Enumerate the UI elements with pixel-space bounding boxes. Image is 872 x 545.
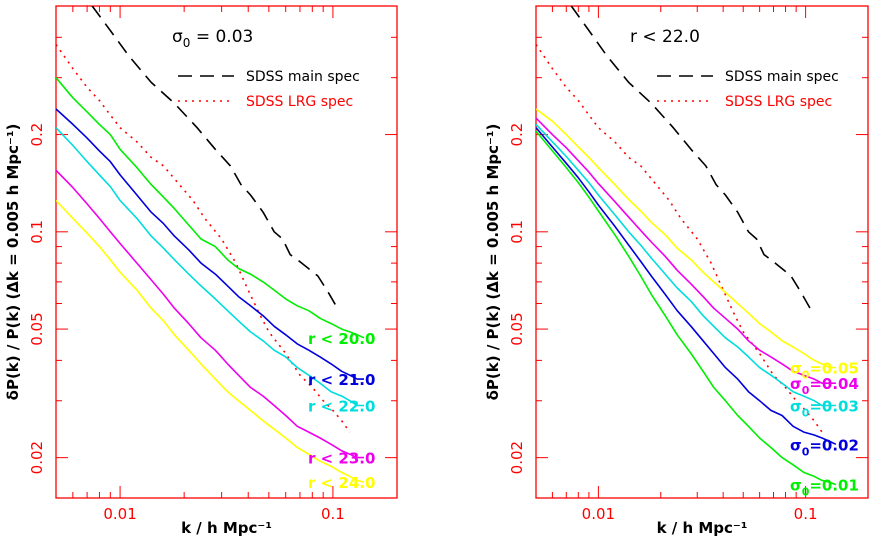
- series-line-7: [56, 199, 365, 483]
- series-line-6: [56, 169, 364, 459]
- series-line-2: [56, 44, 351, 433]
- series-label: σ0=0.02: [790, 436, 859, 458]
- series-label: σ0=0.03: [790, 398, 859, 420]
- series-label: σ0=0.01: [790, 477, 859, 499]
- panel-annotation: r < 22.0: [630, 27, 700, 47]
- panel-annotation: σ0 = 0.03: [172, 27, 253, 50]
- series-label: r < 23.0: [308, 450, 375, 468]
- series-line-4: [536, 117, 836, 385]
- series-line-1: [91, 6, 339, 309]
- series-label-symbol: σ: [790, 436, 802, 454]
- annotation-symbol: σ: [172, 27, 183, 47]
- series-line-5: [536, 123, 836, 407]
- series-label-subscript: 0: [802, 407, 810, 420]
- series-label-value: =0.01: [809, 477, 859, 495]
- series-line-6: [536, 127, 837, 446]
- x-axis-title: k / h Mpc⁻¹: [181, 519, 272, 537]
- y-tick-label: 0.05: [508, 312, 526, 345]
- series-label: r < 20.0: [308, 330, 375, 348]
- series-line-5: [56, 127, 364, 407]
- series-label-symbol: σ: [790, 375, 802, 393]
- plot-panel-2: 0.01 0.1 0.02 0.05 0.1 0.2 k / h Mpc⁻¹ δP(k) / …: [484, 5, 869, 537]
- series-line-1: [570, 6, 811, 309]
- series-label: σ0=0.05: [790, 360, 859, 382]
- series-label-value: =0.02: [809, 436, 859, 454]
- y-axis-title: δP(k) / P(k) (Δk = 0.005 h Mpc⁻¹): [484, 124, 502, 401]
- series-label-subscript: 0: [802, 384, 810, 397]
- x-tick-label: 0.01: [582, 505, 615, 523]
- series-label-value: =0.03: [809, 398, 859, 416]
- series-label-value: =0.05: [809, 360, 859, 378]
- series-label-subscript: 0: [802, 445, 810, 458]
- series-label: r < 21.0: [308, 371, 375, 389]
- x-tick-label: 0.01: [103, 505, 136, 523]
- series-label-symbol: σ: [790, 360, 802, 378]
- series-label-subscript: 0: [802, 486, 810, 499]
- x-axis-title: k / h Mpc⁻¹: [657, 519, 748, 537]
- series-label-symbol: σ: [790, 477, 802, 495]
- plot-frame: [535, 5, 869, 499]
- series-label: r < 22.0: [308, 398, 375, 416]
- series-label-symbol: σ: [790, 398, 802, 416]
- y-tick-label: 0.05: [28, 312, 46, 345]
- curves: [536, 6, 837, 486]
- legend-label: SDSS main spec: [725, 69, 839, 85]
- series-label-value: =0.04: [809, 375, 859, 393]
- series-line-7: [536, 130, 837, 486]
- series-line-4: [56, 108, 364, 380]
- y-tick-label: 0.1: [28, 220, 46, 244]
- legend-label: SDSS LRG spec: [246, 94, 353, 110]
- y-tick-label: 0.02: [28, 441, 46, 474]
- legend-label: SDSS main spec: [246, 69, 360, 85]
- y-tick-label: 0.1: [508, 220, 526, 244]
- series-label: r < 24.0: [308, 474, 375, 492]
- series-line-3: [536, 108, 836, 369]
- plot-frame: [55, 5, 398, 499]
- x-tick-label: 0.1: [321, 505, 345, 523]
- annotation-subscript: 0: [183, 36, 191, 50]
- x-tick-label: 0.1: [794, 505, 818, 523]
- y-tick-label: 0.2: [508, 123, 526, 147]
- y-axis-title: δP(k) / P(k) (Δk = 0.005 h Mpc⁻¹): [4, 124, 22, 401]
- series-label: σ0=0.04: [790, 375, 859, 397]
- y-tick-label: 0.02: [508, 441, 526, 474]
- series-line-2: [536, 44, 823, 433]
- annotation-value: = 0.03: [190, 27, 253, 47]
- annotation-value: r < 22.0: [630, 27, 700, 47]
- series-label-subscript: 0: [802, 369, 810, 382]
- series-line-3: [56, 77, 365, 339]
- plot-panel-1: 0.01 0.1 0.02 0.05 0.1 0.2 k / h Mpc⁻¹ δP(k) / …: [4, 5, 398, 537]
- y-tick-label: 0.2: [28, 123, 46, 147]
- legend-label: SDSS LRG spec: [725, 94, 832, 110]
- curves: [56, 6, 365, 483]
